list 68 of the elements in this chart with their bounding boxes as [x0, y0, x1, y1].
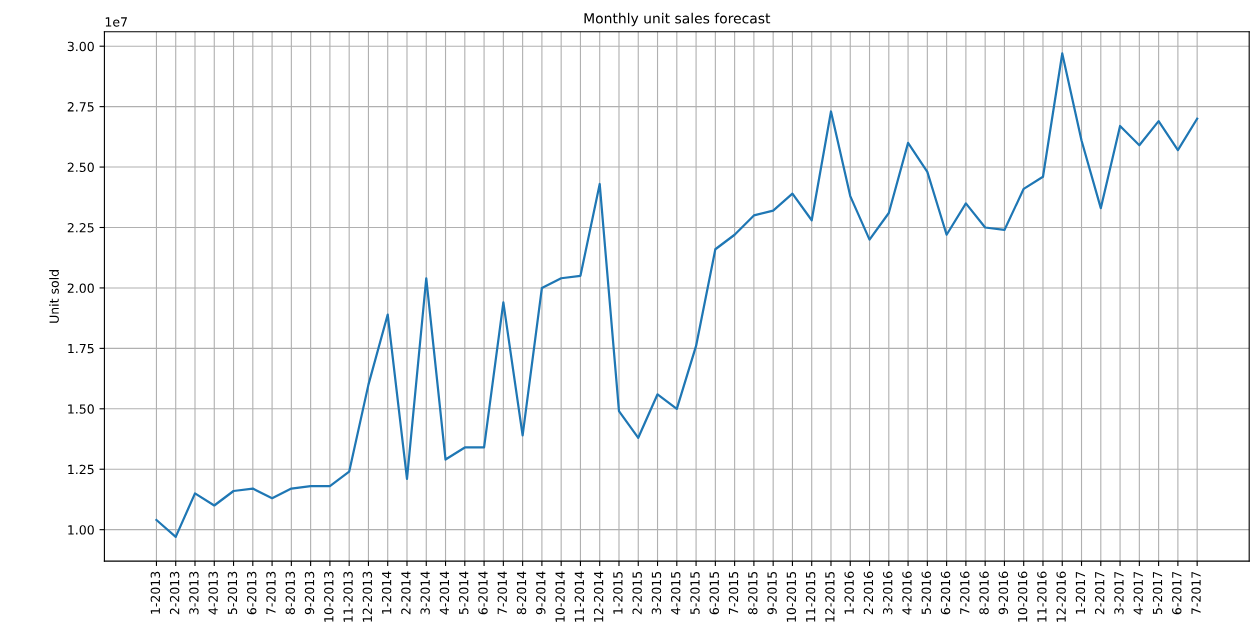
x-tick-label: 5-2014 — [458, 571, 469, 615]
text: 1e7 — [105, 17, 127, 27]
x-tick-label: 2-2013 — [169, 571, 180, 615]
x-tick-label: 6-2013 — [246, 571, 257, 615]
x-tick-label: 3-2017 — [1114, 571, 1124, 615]
x-tick-label: 3-2015 — [651, 571, 662, 615]
x-tick-label: 5-2013 — [227, 571, 238, 615]
x-tick-label: 7-2017 — [1191, 571, 1201, 615]
x-tick-label: 6-2015 — [709, 571, 719, 615]
x-tick-label: 7-2015 — [728, 571, 739, 615]
x-tick-label: 8-2013 — [285, 571, 295, 615]
x-tick-label: 8-2015 — [748, 571, 758, 615]
x-tick-label: 12-2014 — [593, 571, 604, 622]
y-tick-label: 2.25 — [67, 222, 94, 233]
x-tick-label: 7-2014 — [497, 571, 507, 615]
x-tick-label: 4-2017 — [1133, 571, 1143, 615]
x-tick-label: 10-2013 — [324, 571, 334, 622]
x-tick-label: 11-2016 — [1037, 571, 1047, 622]
y-tick-label: 2.50 — [67, 162, 94, 172]
x-tick-label: 3-2016 — [882, 571, 893, 615]
x-tick-label: 9-2013 — [304, 571, 315, 615]
x-tick-label: 5-2017 — [1152, 571, 1163, 615]
x-tick-label: 7-2016 — [960, 571, 970, 615]
x-tick-label: 12-2015 — [825, 571, 835, 622]
x-tick-label: 9-2016 — [998, 571, 1009, 615]
y-tick-label: 1.50 — [68, 404, 94, 414]
x-tick-label: 11-2014 — [574, 571, 585, 622]
y-tick-label: 2.00 — [67, 283, 94, 293]
x-tick-label: 7-2013 — [266, 571, 276, 615]
x-tick-label: 10-2016 — [1017, 571, 1028, 622]
x-tick-label: 5-2016 — [921, 571, 931, 615]
x-tick-label: 11-2013 — [343, 571, 353, 622]
x-tick-label: 4-2013 — [208, 571, 218, 615]
x-tick-label: 6-2017 — [1172, 571, 1182, 615]
x-tick-label: 10-2015 — [786, 571, 797, 622]
x-tick-label: 4-2014 — [439, 571, 450, 615]
line-series — [155, 52, 1199, 539]
y-axis-title: Unit sold — [49, 270, 59, 323]
x-tick-label: 4-2016 — [902, 571, 912, 615]
x-tick-label: 11-2015 — [805, 571, 816, 622]
x-tick-label: 2-2015 — [632, 571, 642, 615]
x-tick-label: 8-2014 — [516, 571, 527, 615]
x-tick-label: 12-2013 — [362, 571, 373, 622]
x-tick-label: 1-2016 — [844, 571, 854, 614]
x-tick-label: 6-2014 — [478, 571, 488, 615]
chart-title: Monthly unit sales forecast — [584, 12, 771, 27]
x-tick-label: 12-2016 — [1056, 571, 1066, 622]
x-tick-label: 1-2013 — [150, 571, 161, 614]
x-tick-label: 1-2014 — [381, 571, 392, 614]
x-tick-label: 4-2015 — [670, 571, 681, 615]
y-tick-label: 2.75 — [67, 102, 94, 112]
x-tick-label: 1-2015 — [613, 571, 623, 614]
x-tick-label: 9-2015 — [767, 571, 777, 615]
x-tick-label: 5-2015 — [690, 571, 700, 615]
x-tick-label: 6-2016 — [940, 571, 951, 615]
x-tick-label: 2-2014 — [401, 571, 411, 615]
x-tick-label: 10-2014 — [555, 571, 565, 622]
y-tick-label: 1.75 — [68, 344, 94, 354]
x-tick-label: 3-2014 — [420, 571, 430, 615]
x-tick-label: 8-2016 — [979, 571, 989, 615]
y-tick-label: 3.00 — [67, 41, 94, 52]
x-tick-label: 1-2017 — [1075, 571, 1086, 614]
y-tick-label: 1.25 — [68, 464, 94, 475]
x-tick-label: 9-2014 — [536, 571, 546, 615]
x-tick-label: 2-2016 — [863, 571, 874, 615]
x-tick-label: 3-2013 — [189, 571, 199, 615]
x-tick-label: 2-2017 — [1094, 571, 1105, 615]
y-tick-label: 1.00 — [68, 525, 94, 535]
